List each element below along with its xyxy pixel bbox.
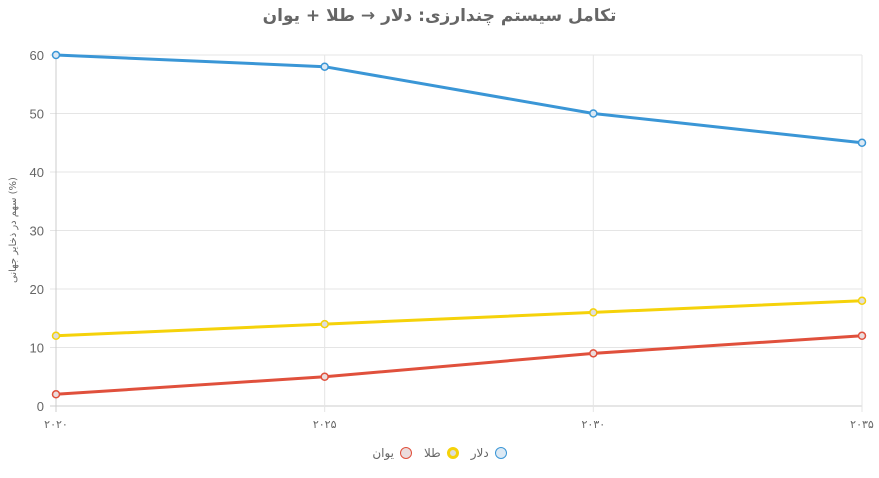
data-point[interactable]: [320, 62, 329, 71]
y-tick-label: 60: [30, 48, 44, 63]
data-point[interactable]: [857, 296, 867, 305]
data-point[interactable]: [320, 319, 329, 329]
axes: 0 10 20 30 40 50 60 ۲۰۲۰ ۲۰۲۵ ۲۰۳۰ ۲۰۳۵: [30, 48, 874, 431]
data-point[interactable]: [857, 138, 867, 147]
x-tick-label: ۲۰۳۵: [850, 418, 874, 431]
legend-label: یوان: [372, 446, 394, 460]
data-point[interactable]: [589, 349, 598, 358]
x-tick-label: ۲۰۳۰: [582, 418, 606, 431]
legend-label: دلار: [470, 446, 489, 460]
legend-label: طلا: [424, 446, 441, 460]
data-point[interactable]: [589, 308, 598, 317]
data-point[interactable]: [320, 372, 329, 381]
y-tick-label: 30: [30, 224, 44, 239]
y-tick-label: 0: [37, 399, 44, 414]
y-tick-label: 20: [30, 282, 44, 297]
legend-item[interactable]: طلا: [424, 446, 459, 460]
legend-item[interactable]: یوان: [372, 446, 412, 460]
chart-title: تکامل سیستم چندارزی: دلار → طلا + یوان: [262, 6, 617, 26]
x-tick-label: ۲۰۲۵: [313, 418, 337, 431]
data-point[interactable]: [51, 390, 61, 399]
legend-swatch-icon: [446, 447, 459, 459]
y-axis-label: سهم در ذخایر جهانی (%): [8, 177, 19, 283]
series-lines: [51, 50, 867, 399]
data-point[interactable]: [857, 331, 867, 341]
series-line: [55, 299, 863, 338]
y-tick-label: 40: [30, 165, 44, 180]
data-point[interactable]: [589, 109, 598, 118]
legend-swatch-icon: [494, 447, 507, 459]
series-line: [55, 334, 863, 396]
y-tick-label: 50: [30, 107, 44, 122]
data-point[interactable]: [51, 50, 61, 60]
legend: دلار طلا یوان: [0, 446, 879, 460]
y-tick-label: 10: [30, 341, 44, 356]
grid-lines: [50, 54, 863, 412]
series-line: [55, 53, 863, 145]
legend-item[interactable]: دلار: [471, 446, 507, 460]
data-point[interactable]: [51, 331, 61, 341]
legend-swatch-icon: [400, 447, 412, 459]
x-tick-label: ۲۰۲۰: [44, 418, 68, 431]
